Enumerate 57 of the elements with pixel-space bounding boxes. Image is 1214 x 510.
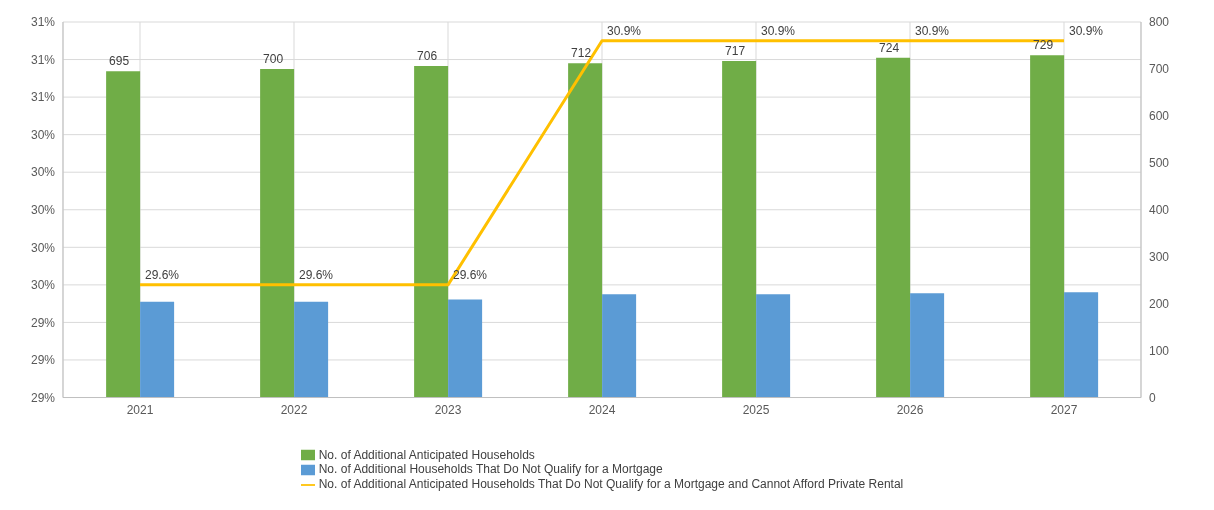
x-tick-label: 2025 <box>742 403 770 418</box>
data-label: 30.9% <box>606 23 642 38</box>
y-tick-label: 30% <box>30 240 56 255</box>
y-tick-label: 31% <box>30 52 56 67</box>
bar <box>106 71 141 398</box>
data-label: 729 <box>1033 38 1054 53</box>
x-tick-label: 2027 <box>1050 403 1078 418</box>
bar <box>602 294 637 398</box>
bar <box>910 293 945 398</box>
bar <box>1064 292 1099 398</box>
data-label: 30.9% <box>1068 23 1104 38</box>
bar <box>1030 55 1065 398</box>
y-tick-label: 30% <box>30 165 56 180</box>
y-tick-label: 30% <box>30 127 56 142</box>
x-tick-label: 2023 <box>434 403 462 418</box>
data-label: 706 <box>417 49 438 64</box>
y2-tick-label: 100 <box>1149 343 1170 358</box>
bar <box>294 301 329 398</box>
data-label: 29.6% <box>144 267 180 282</box>
bar <box>448 299 483 398</box>
x-tick-label: 2024 <box>588 403 616 418</box>
data-label: 717 <box>725 43 746 58</box>
y2-tick-label: 200 <box>1149 296 1170 311</box>
bar <box>568 63 603 398</box>
y2-tick-label: 800 <box>1149 15 1170 30</box>
data-label: 712 <box>571 46 592 61</box>
y2-tick-label: 300 <box>1149 249 1170 264</box>
legend-label: No. of Additional Households That Do Not Qualify for a Mortgage <box>318 462 663 477</box>
legend-label: No. of Additional Anticipated Households That Do Not Qualify for a Mortgage and Cannot Afford Private Rental <box>318 477 904 492</box>
data-label: 30.9% <box>914 23 950 38</box>
x-tick-label: 2022 <box>280 403 308 418</box>
bar <box>260 68 295 398</box>
y2-tick-label: 0 <box>1149 390 1156 405</box>
data-label: 30.9% <box>760 23 796 38</box>
bar <box>140 301 175 398</box>
data-label: 700 <box>263 51 284 66</box>
y2-tick-label: 400 <box>1149 203 1170 218</box>
data-label: 724 <box>879 40 900 55</box>
data-label: 695 <box>109 54 130 69</box>
y-tick-label: 30% <box>30 278 56 293</box>
y-tick-label: 31% <box>30 90 56 105</box>
y-tick-label: 29% <box>30 315 56 330</box>
x-tick-label: 2021 <box>126 403 154 418</box>
x-tick-label: 2026 <box>896 403 924 418</box>
y2-tick-label: 700 <box>1149 62 1170 77</box>
bar <box>722 60 757 398</box>
y-tick-label: 30% <box>30 203 56 218</box>
y-tick-label: 31% <box>30 15 56 30</box>
y-tick-label: 29% <box>30 390 56 405</box>
y-tick-label: 29% <box>30 353 56 368</box>
data-label: 29.6% <box>298 267 334 282</box>
bar <box>414 66 449 398</box>
legend-label: No. of Additional Anticipated Households <box>318 447 535 462</box>
bar <box>756 294 791 398</box>
bar <box>876 57 911 398</box>
y2-tick-label: 500 <box>1149 156 1170 171</box>
y2-tick-label: 600 <box>1149 109 1170 124</box>
